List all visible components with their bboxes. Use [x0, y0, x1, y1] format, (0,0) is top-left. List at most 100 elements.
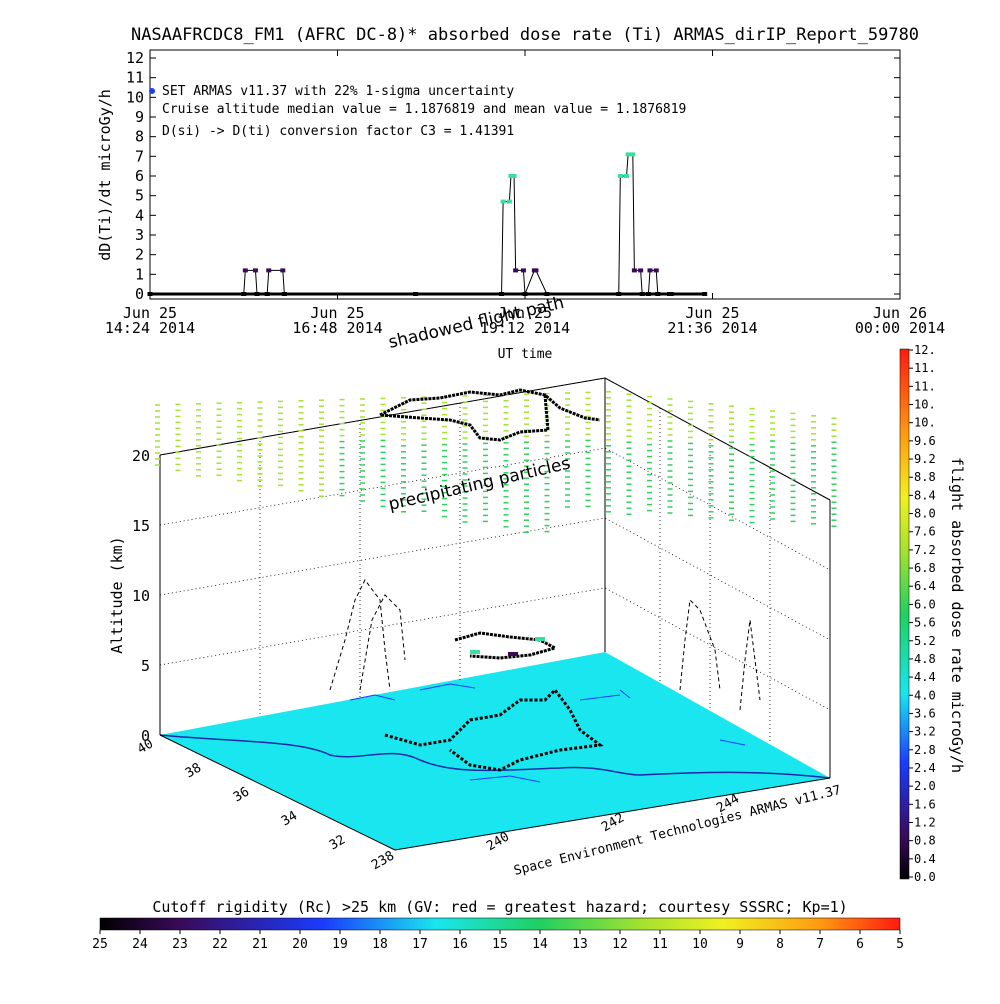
baseline-point [284, 292, 288, 296]
baseline-point [188, 292, 192, 296]
data-point [508, 174, 514, 178]
colorbar-tick-label: 8.8 [914, 470, 936, 484]
baseline-point [408, 292, 412, 296]
baseline-point [551, 292, 555, 296]
baseline-point [633, 292, 637, 296]
baseline-point [343, 292, 347, 296]
baseline-point [406, 292, 410, 296]
colorbar-tick-label: 11. [914, 361, 936, 375]
y-tick-label: 5 [135, 187, 144, 205]
x-tick-label-date: Jun 25 [685, 304, 739, 322]
colorbar-tick-label: 5.6 [914, 616, 936, 630]
cutoff-rigidity-colorbar-strip [99, 917, 901, 931]
dose-rate-colorbar-strip [899, 348, 910, 880]
baseline-point [678, 292, 682, 296]
baseline-point [289, 292, 293, 296]
baseline-point [628, 292, 632, 296]
colorbar-tick-label: 12. [914, 343, 936, 357]
baseline-point [675, 292, 679, 296]
data-point [631, 268, 637, 273]
vertical-profile-traces [329, 579, 761, 711]
baseline-point [425, 292, 429, 296]
colorbar-tick-label: 7.2 [914, 543, 936, 557]
baseline-point [204, 292, 208, 296]
colorbar-tick-label: 0.8 [914, 834, 936, 848]
rigidity-tick-label: 16 [452, 937, 468, 952]
baseline-point [469, 292, 473, 296]
baseline-point [589, 292, 593, 296]
baseline-point [174, 292, 178, 296]
baseline-point [272, 292, 276, 296]
data-point [513, 268, 519, 273]
baseline-point [385, 292, 389, 296]
baseline-point [340, 292, 344, 296]
baseline-point [596, 292, 600, 296]
baseline-point [530, 292, 534, 296]
altitude-tick-label: 10 [132, 587, 150, 605]
baseline-point [621, 292, 625, 296]
baseline-point [197, 292, 201, 296]
rigidity-tick-label: 14 [532, 937, 548, 952]
baseline-point [244, 292, 248, 296]
altitude-flight-track [454, 631, 560, 660]
ground-contour-lines [349, 683, 746, 783]
baseline-point [471, 292, 475, 296]
baseline-point [375, 292, 379, 296]
baseline-point [183, 292, 187, 296]
baseline-point [685, 292, 689, 296]
latitude-tick-label: 32 [327, 832, 348, 853]
baseline-point [232, 292, 236, 296]
baseline-point [500, 292, 504, 296]
baseline-point [319, 292, 323, 296]
y-tick-label: 9 [135, 108, 144, 126]
baseline-point [310, 292, 314, 296]
baseline-point [354, 292, 358, 296]
vertical-gridlines [259, 403, 771, 744]
baseline-point [277, 292, 281, 296]
baseline-point [650, 292, 654, 296]
baseline-point [392, 292, 396, 296]
rigidity-tick-label: 19 [332, 937, 348, 952]
baseline-point [443, 292, 447, 296]
y-tick-label: 1 [135, 265, 144, 283]
baseline-point [614, 292, 618, 296]
baseline-point [558, 292, 562, 296]
colorbar-tick-label: 2.8 [914, 743, 936, 757]
cutoff-rigidity-ticks: 25 24 23 22 21 20 19 18 17 16 15 14 13 12 11 10 9 8 7 6 5 [92, 930, 904, 952]
x-tick-label-date: Jun 25 [498, 304, 552, 322]
baseline-point [326, 292, 330, 296]
colorbar-tick-label: 2.4 [914, 761, 936, 775]
baseline-point [357, 292, 361, 296]
rigidity-tick-label: 25 [92, 937, 108, 952]
rigidity-tick-label: 7 [816, 937, 824, 952]
y-tick-label: 8 [135, 128, 144, 146]
baseline-point [415, 292, 419, 296]
baseline-point [380, 292, 384, 296]
baseline-point [434, 292, 438, 296]
baseline-point [378, 292, 382, 296]
baseline-point [178, 292, 182, 296]
baseline-point [607, 292, 611, 296]
baseline-point [221, 292, 225, 296]
baseline-point [239, 292, 243, 296]
y-tick-label: 11 [126, 69, 144, 87]
baseline-point [181, 292, 185, 296]
data-point [624, 174, 630, 178]
baseline-point [549, 292, 553, 296]
baseline-point [190, 292, 194, 296]
data-point [638, 268, 644, 273]
baseline-point [162, 292, 166, 296]
baseline-point [518, 292, 522, 296]
baseline-point [314, 292, 318, 296]
colorbar-tick-label: 1.6 [914, 797, 936, 811]
baseline-point [279, 292, 283, 296]
baseline-point [286, 292, 290, 296]
dose-rate-colorbar-label: flight absorbed dose rate microGy/h [948, 457, 966, 773]
baseline-point [612, 292, 616, 296]
baseline-point [300, 292, 304, 296]
baseline-point [570, 292, 574, 296]
baseline-point [265, 292, 269, 296]
altitude-marker-green-2 [535, 637, 545, 641]
